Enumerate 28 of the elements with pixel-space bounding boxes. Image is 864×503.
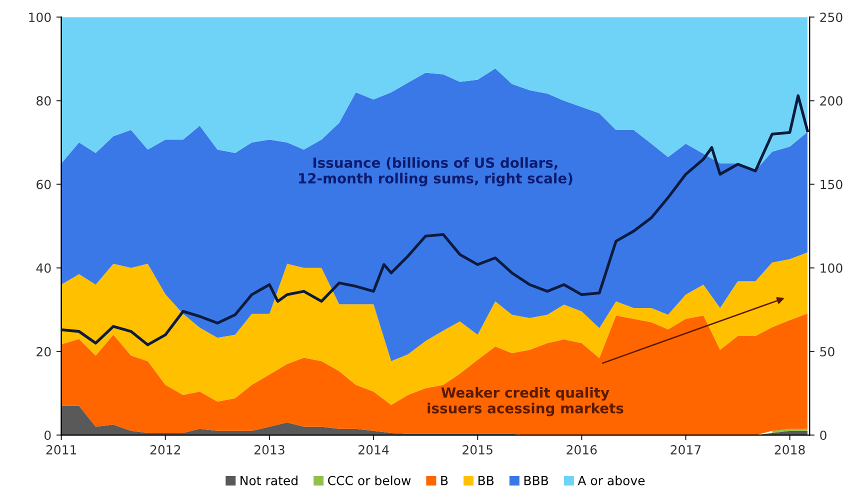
y-tick-label: 80	[36, 96, 51, 106]
y-tick-label: 100	[29, 12, 51, 22]
y-tick-label: 60	[36, 180, 51, 190]
legend-label: A or above	[578, 476, 645, 486]
legend-label: CCC or below	[328, 476, 411, 486]
y-tick-label: 0	[44, 430, 51, 440]
legend-label: Not rated	[240, 476, 298, 486]
y-tick-label: 20	[36, 346, 51, 356]
y-tick-label: 40	[36, 263, 51, 273]
y2-tick-label: 150	[820, 180, 842, 190]
x-tick-label: 2018	[774, 445, 805, 454]
y2-tick-label: 250	[820, 12, 842, 22]
legend-label: BBB	[524, 476, 548, 486]
legend-label: BB	[478, 476, 494, 486]
x-tick-label: 2016	[566, 445, 597, 454]
x-tick-label: 2013	[254, 445, 284, 454]
x-tick-label: 2014	[358, 445, 389, 454]
legend-label: B	[441, 476, 448, 486]
y2-tick-label: 200	[820, 96, 842, 106]
y2-tick-label: 0	[820, 430, 826, 440]
x-tick-label: 2011	[46, 445, 76, 454]
x-tick-label: 2017	[670, 445, 701, 454]
annotation: Weaker credit quality issuers acessing markets	[428, 387, 624, 416]
y2-tick-label: 50	[820, 346, 834, 356]
x-tick-label: 2015	[462, 445, 492, 454]
x-tick-label: 2012	[150, 445, 180, 454]
y2-tick-label: 100	[820, 263, 842, 273]
annotation: Issuance (billions of US dollars, 12-month rolling sums, right scale)	[299, 157, 572, 186]
